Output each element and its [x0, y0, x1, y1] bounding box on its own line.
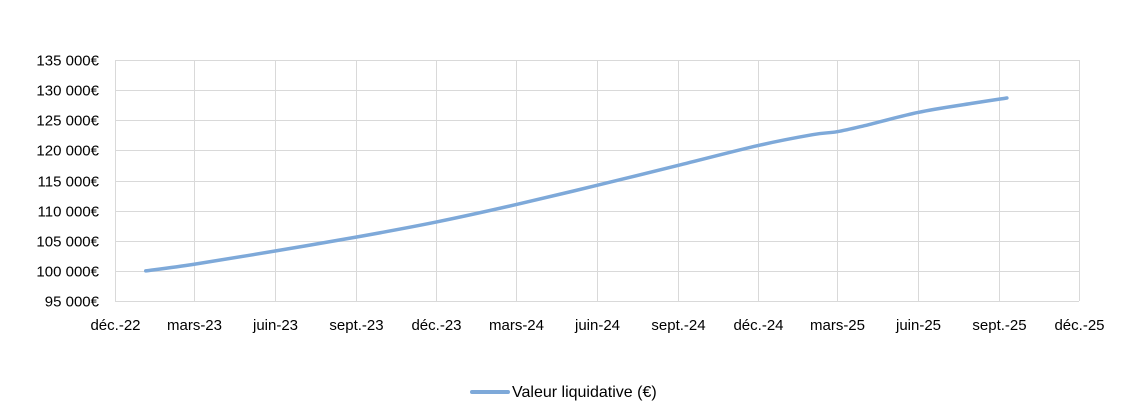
y-tick-label: 130 000€ [36, 83, 99, 100]
y-tick-label: 105 000€ [36, 234, 99, 251]
x-tick-label: mars-24 [489, 317, 544, 334]
x-tick-label: juin-24 [574, 317, 620, 334]
x-tick-label: déc.-24 [733, 317, 783, 334]
y-tick-label: 125 000€ [36, 113, 99, 130]
y-tick-label: 115 000€ [38, 174, 100, 191]
legend: Valeur liquidative (€) [470, 384, 657, 401]
series-line [144, 96, 1009, 273]
x-tick-label: déc.-22 [90, 317, 140, 334]
x-tick-label: mars-25 [810, 317, 865, 334]
x-axis: déc.-22 mars-23 juin-23 sept.-23 déc.-23 mars… [90, 317, 1104, 334]
x-tick-label: juin-23 [252, 317, 298, 334]
y-tick-label: 100 000€ [36, 264, 99, 281]
x-tick-label: sept.-24 [651, 317, 705, 334]
legend-label: Valeur liquidative (€) [512, 384, 657, 401]
grid [115, 60, 1080, 302]
x-tick-label: déc.-23 [411, 317, 461, 334]
y-axis: 95 000€ 100 000€ 105 000€ 110 000€ 115 000€ 1… [36, 53, 99, 311]
y-tick-label: 95 000€ [45, 294, 100, 311]
y-tick-label: 135 000€ [36, 53, 99, 70]
x-tick-label: déc.-25 [1054, 317, 1104, 334]
y-tick-label: 110 000€ [38, 204, 100, 221]
x-tick-label: sept.-23 [329, 317, 383, 334]
y-tick-label: 120 000€ [36, 143, 99, 160]
series-area [144, 96, 1009, 273]
x-tick-label: juin-25 [895, 317, 941, 334]
x-tick-label: sept.-25 [972, 317, 1026, 334]
x-tick-label: mars-23 [167, 317, 222, 334]
